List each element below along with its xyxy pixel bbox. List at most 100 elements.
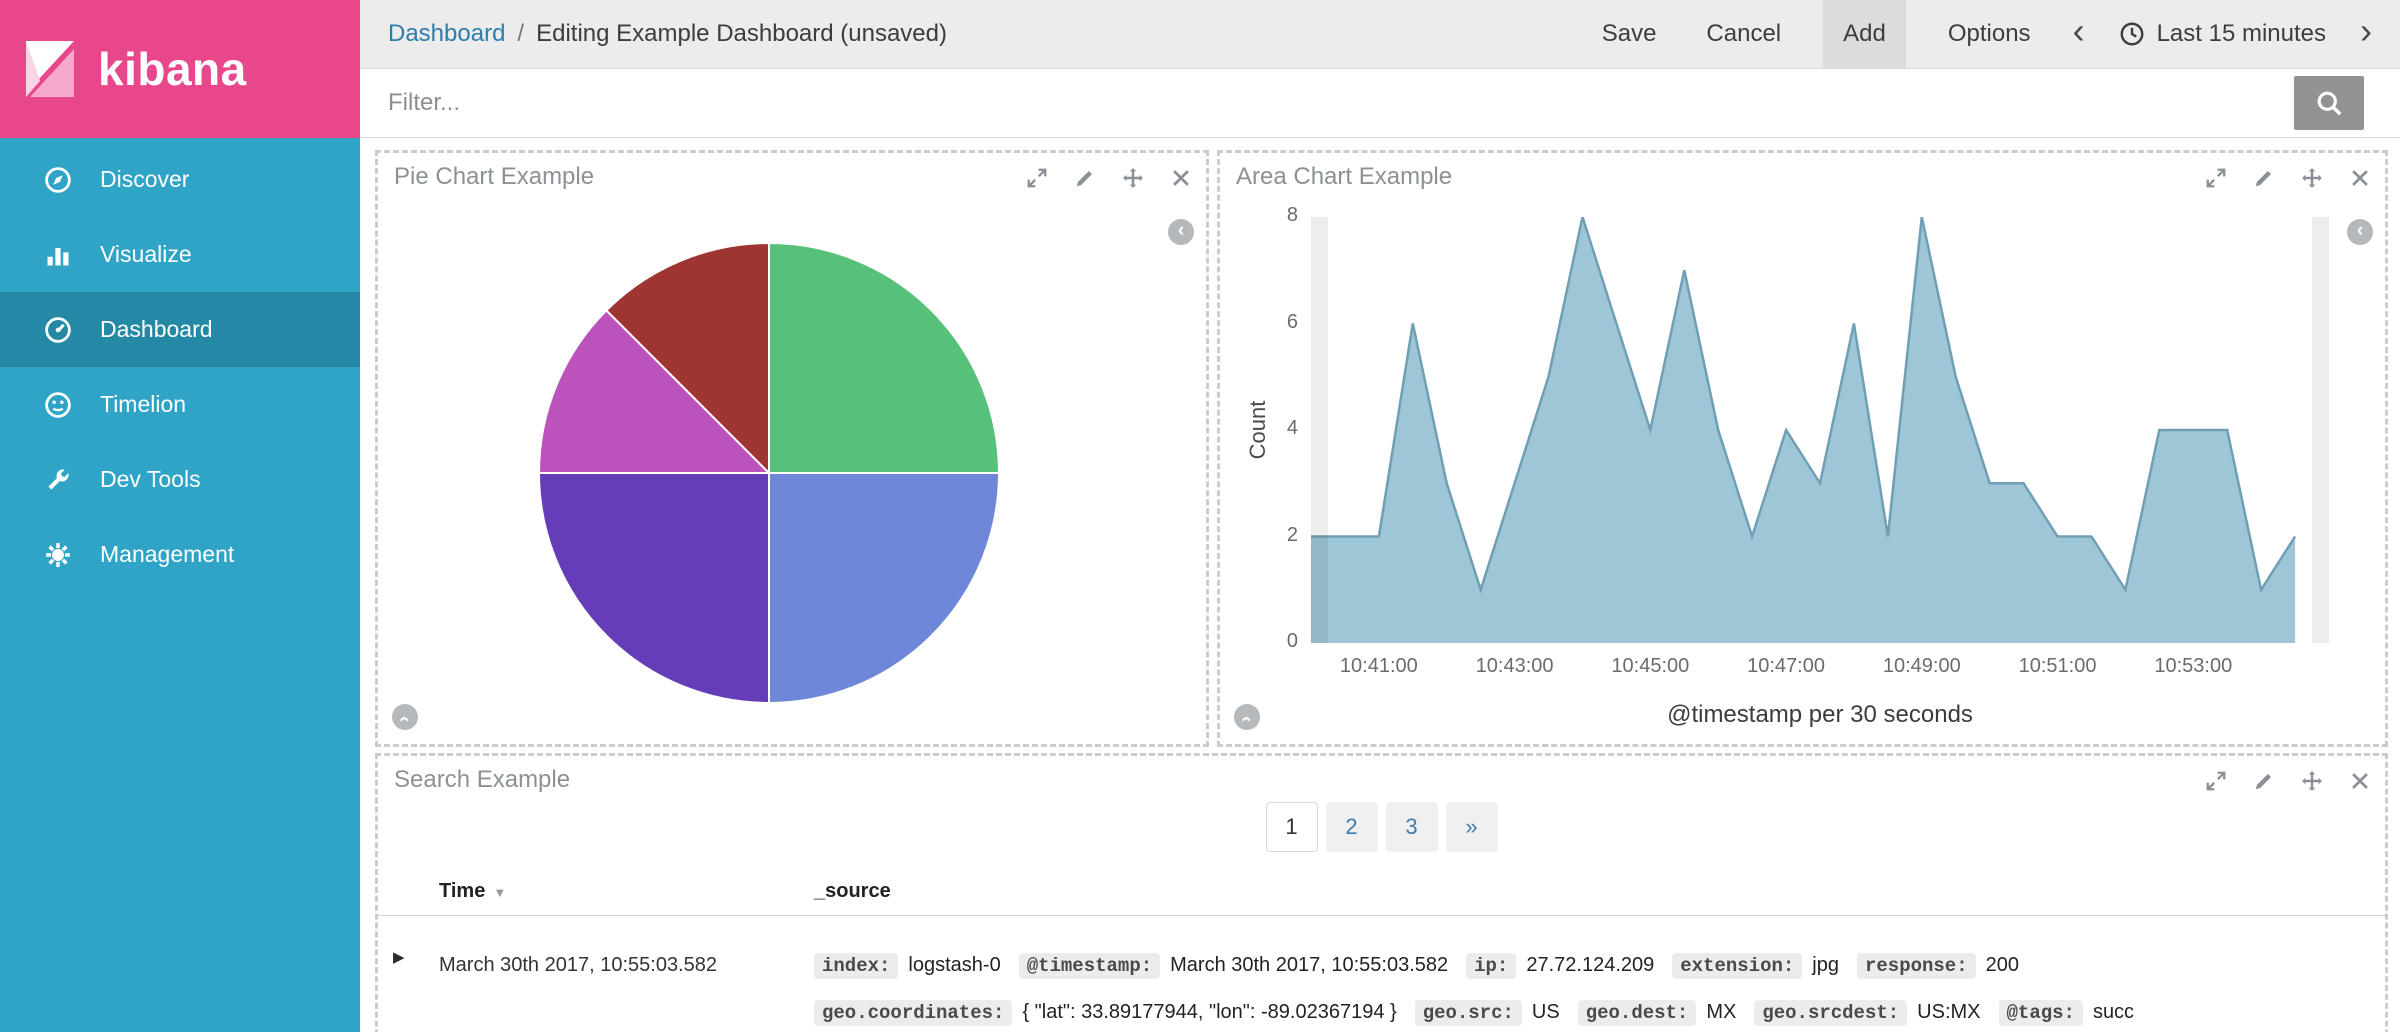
move-panel-icon[interactable] <box>1122 167 1144 189</box>
source-field-value: 27.72.124.209 <box>1526 954 1655 976</box>
pie-slice-segment-magenta[interactable] <box>537 308 772 474</box>
source-field-name: extension: <box>1672 953 1803 979</box>
edit-panel-icon[interactable] <box>1074 167 1096 189</box>
area-plot[interactable] <box>1311 217 2329 643</box>
sidebar-item-label: Timelion <box>100 391 187 417</box>
options-button[interactable]: Options <box>1947 20 2031 47</box>
source-field: response: 200 <box>1856 942 2019 989</box>
search-panel: Search Example 1 2 3 » <box>375 753 2388 1032</box>
page-next-button[interactable]: » <box>1445 802 1498 852</box>
sidebar-item-timelion[interactable]: Timelion <box>0 367 360 442</box>
sidebar-item-dev-tools[interactable]: Dev Tools <box>0 442 360 517</box>
source-field-name: index: <box>814 953 899 979</box>
page-button-2[interactable]: 2 <box>1325 802 1378 852</box>
panel-collapse-button[interactable]: ‹ <box>1168 219 1194 245</box>
time-column-header[interactable]: Time ▼ <box>439 880 814 903</box>
page-button-3[interactable]: 3 <box>1385 802 1438 852</box>
pie-chart[interactable] <box>534 238 1004 708</box>
source-column-header: _source <box>814 880 891 902</box>
panel-title: Area Chart Example <box>1236 163 1453 190</box>
page-button-1[interactable]: 1 <box>1265 802 1318 852</box>
breadcrumb-dashboard-link[interactable]: Dashboard <box>388 20 506 47</box>
source-field: extension: jpg <box>1672 942 1839 989</box>
main-area: Dashboard / Editing Example Dashboard (u… <box>360 0 2400 1032</box>
source-field-name: geo.src: <box>1414 1000 1522 1026</box>
expand-panel-icon[interactable] <box>1026 167 1048 189</box>
sidebar-item-management[interactable]: Management <box>0 517 360 592</box>
source-field: geo.dest: MX <box>1577 989 1736 1032</box>
panel-title: Pie Chart Example <box>394 163 595 190</box>
breadcrumb-current: Editing Example Dashboard (unsaved) <box>536 20 947 47</box>
source-field: @timestamp: March 30th 2017, 10:55:03.582 <box>1018 942 1449 989</box>
source-field-value: logstash-0 <box>908 954 1001 976</box>
filter-input[interactable] <box>360 69 2294 137</box>
time-back-chevron-icon[interactable]: ‹ <box>2072 10 2085 51</box>
cancel-button[interactable]: Cancel <box>1706 20 1782 47</box>
close-panel-icon[interactable] <box>1170 167 1192 189</box>
panel-title: Search Example <box>394 766 571 793</box>
expand-panel-icon[interactable] <box>2205 167 2227 189</box>
spy-panel-button[interactable]: ‹ <box>392 704 418 730</box>
chevron-left-icon: ‹ <box>1177 220 1185 241</box>
x-tick-label: 10:49:00 <box>1882 655 1961 677</box>
sidebar-item-discover[interactable]: Discover <box>0 142 360 217</box>
save-button[interactable]: Save <box>1601 20 1657 47</box>
panel-controls <box>1026 167 1192 189</box>
x-tick-label: 10:41:00 <box>1339 655 1418 677</box>
source-field-value: 200 <box>1985 954 2019 976</box>
edit-panel-icon[interactable] <box>2253 770 2275 792</box>
kibana-logo-icon <box>26 41 74 97</box>
add-button[interactable]: Add <box>1823 0 1906 68</box>
source-field-name: geo.srcdest: <box>1754 1000 1908 1026</box>
pie-slice-segment-dark-red[interactable] <box>604 241 770 476</box>
table-row[interactable]: ▶ March 30th 2017, 10:55:03.582 index: lo… <box>378 916 2385 1032</box>
source-cell: index: logstash-0 @timestamp: March 30th 20… <box>814 942 2385 1032</box>
dashboard-canvas: Pie Chart Example ‹ ‹ Area Chart Example <box>360 138 2400 1032</box>
discover-icon <box>45 166 71 193</box>
source-field-value: March 30th 2017, 10:55:03.582 <box>1170 954 1449 976</box>
source-field-name: ip: <box>1466 953 1517 979</box>
sidebar-item-label: Discover <box>100 166 190 192</box>
chevron-up-icon: ‹ <box>394 715 416 722</box>
pie-slice-segment-purple[interactable] <box>537 472 770 705</box>
sidebar-item-label: Dev Tools <box>100 466 201 492</box>
y-tick-label: 4 <box>1286 417 1298 439</box>
close-panel-icon[interactable] <box>2349 770 2371 792</box>
top-nav-actions: Save Cancel Add Options ‹ Last 15 minute… <box>1594 0 2372 68</box>
sidebar-item-visualize[interactable]: Visualize <box>0 217 360 292</box>
pagination: 1 2 3 » <box>378 802 2385 852</box>
move-panel-icon[interactable] <box>2301 167 2323 189</box>
y-tick-label: 8 <box>1286 204 1298 226</box>
expand-panel-icon[interactable] <box>2205 770 2227 792</box>
close-panel-icon[interactable] <box>2349 167 2371 189</box>
spy-panel-button[interactable]: ‹ <box>1234 704 1260 730</box>
edit-panel-icon[interactable] <box>2253 167 2275 189</box>
table-header-row: Time ▼ _source <box>378 880 2385 916</box>
time-forward-chevron-icon[interactable]: › <box>2360 10 2372 51</box>
search-button[interactable] <box>2294 76 2364 130</box>
pie-slice-segment-green[interactable] <box>768 241 1001 474</box>
source-field-name: geo.dest: <box>1577 1000 1697 1026</box>
source-field: geo.srcdest: US:MX <box>1754 989 1981 1032</box>
visualize-icon <box>47 247 69 265</box>
kibana-logo[interactable]: kibana <box>0 0 360 138</box>
panel-collapse-button[interactable]: ‹ <box>2347 219 2373 245</box>
breadcrumb: Dashboard / Editing Example Dashboard (u… <box>388 20 947 48</box>
clock-icon <box>2120 22 2144 46</box>
x-axis-label: @timestamp per 30 seconds <box>1667 701 1973 728</box>
sidebar-item-label: Dashboard <box>100 316 213 342</box>
expand-row-icon[interactable]: ▶ <box>393 949 405 966</box>
gear-icon <box>46 542 70 567</box>
x-tick-label: 10:45:00 <box>1611 655 1690 677</box>
breadcrumb-separator: / <box>517 20 525 47</box>
source-field: index: logstash-0 <box>814 942 1001 989</box>
timepicker-button[interactable]: Last 15 minutes <box>2119 20 2326 48</box>
pie-slice-segment-blue[interactable] <box>768 472 1001 705</box>
move-panel-icon[interactable] <box>2301 770 2323 792</box>
source-field-name: @timestamp: <box>1018 953 1161 979</box>
source-field: ip: 27.72.124.209 <box>1466 942 1654 989</box>
sidebar: kibana Discover Visualize <box>0 0 360 1032</box>
sidebar-item-dashboard[interactable]: Dashboard <box>0 292 360 367</box>
source-field-name: response: <box>1856 953 1976 979</box>
